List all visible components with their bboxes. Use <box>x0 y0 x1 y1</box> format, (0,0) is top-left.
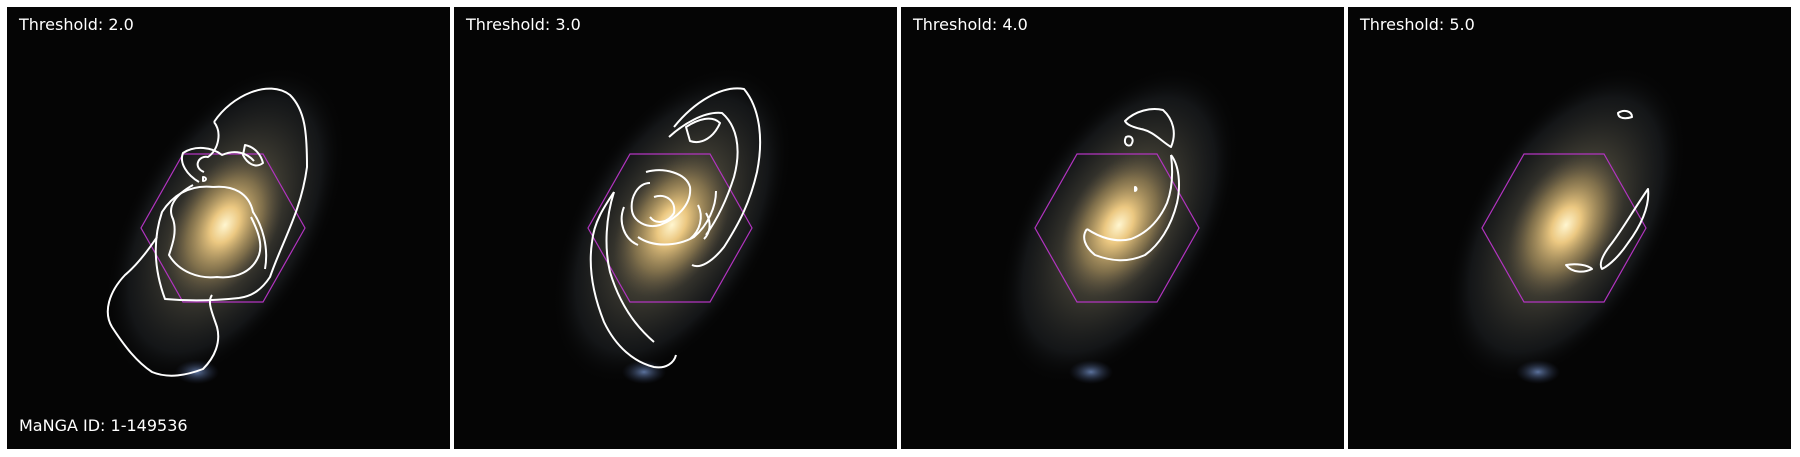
contour-lines <box>106 87 308 377</box>
galaxy-glow <box>1445 66 1687 384</box>
contour-lines <box>589 87 762 369</box>
threshold-label: Threshold: 3.0 <box>466 15 581 34</box>
contour-lines <box>1565 109 1650 273</box>
galaxy-image <box>551 66 793 384</box>
threshold-label: Threshold: 2.0 <box>19 15 134 34</box>
contour-lines <box>1083 108 1180 262</box>
ifu-hexagon <box>1481 153 1647 303</box>
galaxy-id-label: MaNGA ID: 1-149536 <box>19 416 188 435</box>
galaxy-glow <box>104 66 346 384</box>
ifu-hexagon <box>587 153 753 303</box>
threshold-label: Threshold: 5.0 <box>1360 15 1475 34</box>
galaxy-image <box>998 66 1240 384</box>
panel-threshold-4: Threshold: 4.0 <box>901 7 1344 449</box>
galaxy-image <box>104 66 346 384</box>
galaxy-glow <box>998 66 1240 384</box>
panel-threshold-3: Threshold: 3.0 <box>454 7 897 449</box>
galaxy-glow <box>551 66 793 384</box>
panel-threshold-5: Threshold: 5.0 <box>1348 7 1791 449</box>
ifu-hexagon <box>1034 153 1200 303</box>
galaxy-image <box>1445 66 1687 384</box>
threshold-label: Threshold: 4.0 <box>913 15 1028 34</box>
panel-threshold-2: Threshold: 2.0 MaNGA ID: 1-149536 <box>7 7 450 449</box>
ifu-hexagon <box>140 153 306 303</box>
